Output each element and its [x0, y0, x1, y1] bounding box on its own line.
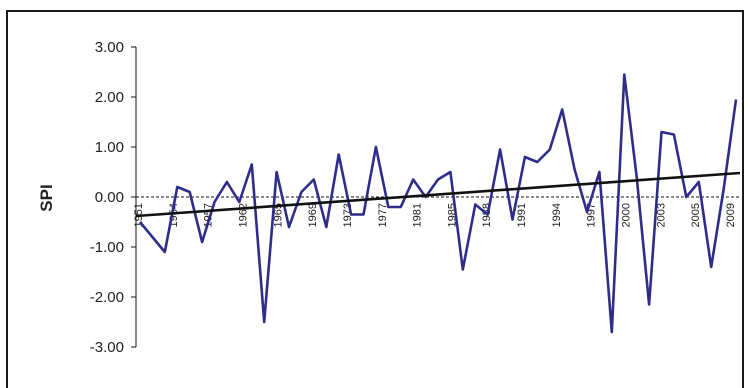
x-tick-label: 1994: [551, 203, 563, 227]
x-tick-label: 1969: [307, 203, 319, 227]
y-tick-label: -2.00: [90, 289, 124, 306]
x-tick-label: 1962: [237, 203, 249, 227]
y-tick-label: 1.00: [95, 139, 124, 156]
spi-series-line: [138, 73, 738, 334]
y-axis: 3.00 2.00 1.00 0.00 -1.00 -2.00 -3.00: [90, 39, 137, 356]
y-tick-label: 3.00: [95, 39, 124, 56]
x-tick-label: 1977: [377, 203, 389, 227]
x-tick-label: 2009: [725, 203, 737, 227]
x-tick-label: 1991: [516, 203, 528, 227]
y-tick-label: 2.00: [95, 89, 124, 106]
x-tick-label: 1965: [272, 203, 284, 227]
x-tick-label: 2000: [621, 203, 633, 227]
y-tick-label: -3.00: [90, 339, 124, 356]
y-tick-label: 0.00: [95, 189, 124, 206]
spi-line-chart: 3.002.001.000.00-1.00-2.00-3.00 19511954…: [37, 39, 741, 356]
y-axis-label: SPI: [37, 184, 56, 211]
y-tick-label: -1.00: [90, 239, 124, 256]
x-tick-label: 2003: [655, 203, 667, 227]
x-tick-label: 1981: [412, 203, 424, 227]
x-axis: 1951195419571962196519691973197719811985…: [133, 196, 740, 227]
trend-line: [135, 171, 741, 218]
series-group: [135, 73, 741, 334]
x-tick-label: 2005: [690, 203, 702, 227]
